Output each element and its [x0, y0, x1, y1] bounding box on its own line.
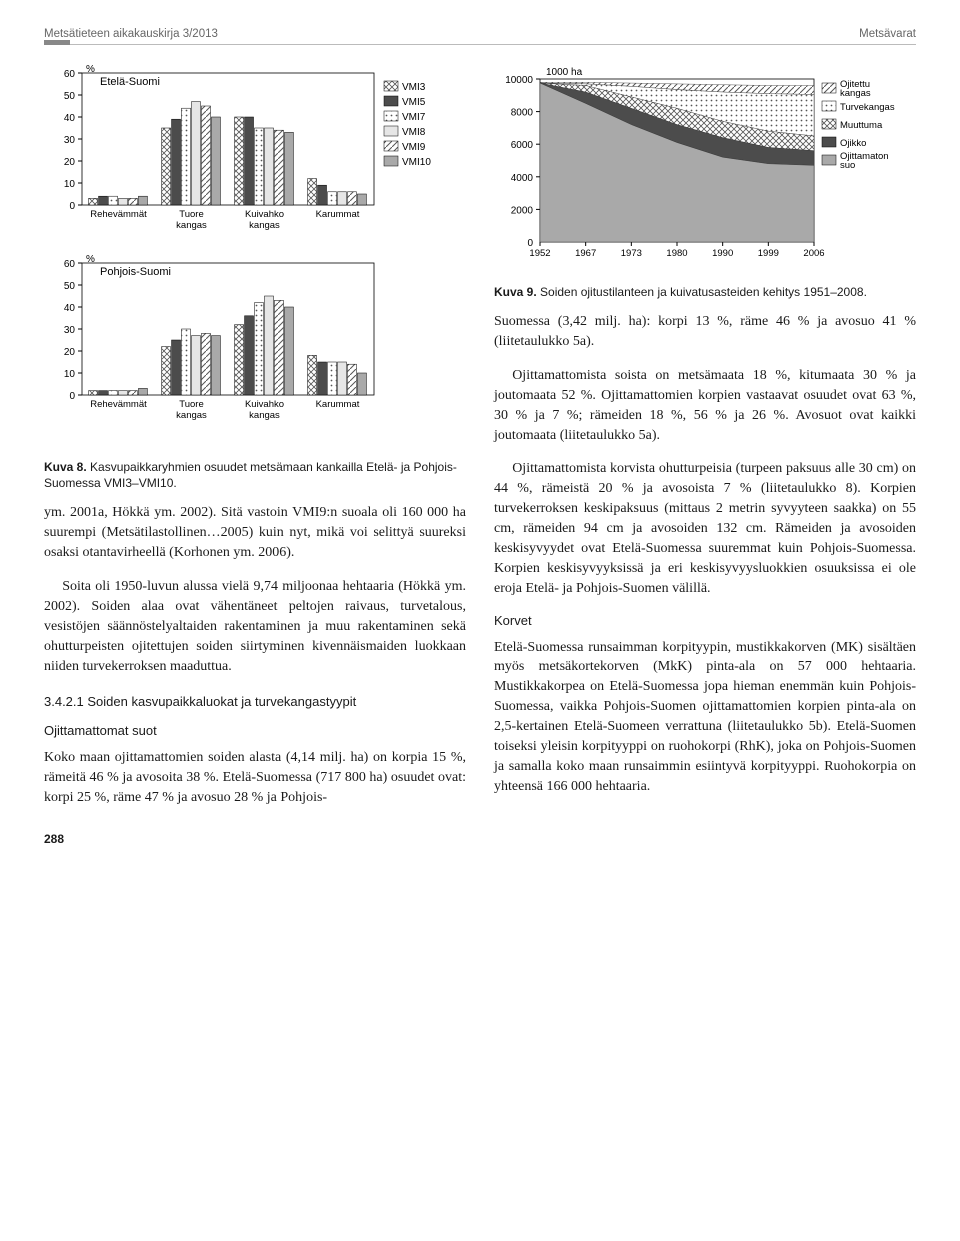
svg-text:10: 10 [64, 369, 76, 380]
svg-text:1999: 1999 [758, 248, 779, 259]
left-para-1: ym. 2001a, Hökkä ym. 2002). Sitä vastoin… [44, 503, 466, 563]
kuva8-figure: 0 10 20 30 40 50 60% Etelä-Suomi Rehevämmät Tuore… [44, 63, 466, 443]
svg-text:Ojikko: Ojikko [840, 138, 866, 149]
svg-text:10000: 10000 [505, 75, 533, 86]
svg-text:2000: 2000 [511, 205, 534, 216]
svg-text:Turvekangas: Turvekangas [840, 102, 895, 113]
svg-text:VMI5: VMI5 [402, 97, 426, 108]
svg-text:Kuivahko: Kuivahko [245, 209, 284, 220]
svg-text:60: 60 [64, 69, 76, 80]
svg-text:VMI8: VMI8 [402, 127, 426, 138]
svg-text:1980: 1980 [666, 248, 687, 259]
svg-text:kangas: kangas [176, 220, 207, 231]
svg-text:30: 30 [64, 135, 76, 146]
svg-text:20: 20 [64, 157, 76, 168]
svg-text:Rehevämmät: Rehevämmät [90, 399, 147, 410]
running-head-left: Metsätieteen aikakauskirja 3/2013 [44, 28, 218, 40]
svg-text:Pohjois-Suomi: Pohjois-Suomi [100, 266, 171, 278]
right-para-2: Ojittamattomista soista on metsämaata 18… [494, 366, 916, 446]
running-head-right: Metsävarat [859, 28, 916, 40]
svg-text:VMI7: VMI7 [402, 112, 426, 123]
right-para-4: Etelä-Suomessa runsaimman korpityypin, m… [494, 638, 916, 797]
svg-text:1952: 1952 [529, 248, 550, 259]
svg-text:0: 0 [527, 238, 533, 249]
right-para-1: Suomessa (3,42 milj. ha): korpi 13 %, rä… [494, 312, 916, 352]
svg-text:40: 40 [64, 303, 76, 314]
running-head: Metsätieteen aikakauskirja 3/2013 Metsäv… [44, 28, 916, 45]
kuva8-caption: Kuva 8. Kasvupaikkaryhmien osuudet metsä… [44, 459, 466, 491]
kuva9-caption: Kuva 9. Soiden ojitustilanteen ja kuivat… [494, 284, 916, 300]
svg-text:VMI3: VMI3 [402, 82, 426, 93]
svg-text:Karummat: Karummat [316, 209, 360, 220]
svg-text:%: % [86, 64, 95, 75]
svg-text:suo: suo [840, 160, 855, 171]
svg-text:Tuore: Tuore [179, 209, 203, 220]
kuva9-chart: 2000 4000 6000 8000 10000 1000 ha 1952 1967 1973… [494, 63, 914, 268]
kuva8-caption-num: Kuva 8. [44, 460, 87, 474]
svg-text:VMI9: VMI9 [402, 142, 426, 153]
svg-text:6000: 6000 [511, 140, 534, 151]
svg-text:60: 60 [64, 259, 76, 270]
svg-text:Karummat: Karummat [316, 399, 360, 410]
subsection-heading-left: Ojittamattomat suot [44, 723, 466, 738]
svg-text:50: 50 [64, 91, 76, 102]
kuva9-caption-text: Soiden ojitustilanteen ja kuivatusasteid… [537, 285, 867, 299]
svg-text:1000 ha: 1000 ha [546, 67, 583, 78]
svg-text:kangas: kangas [249, 410, 280, 421]
svg-text:8000: 8000 [511, 108, 534, 119]
page-number: 288 [44, 832, 466, 846]
svg-text:Etelä-Suomi: Etelä-Suomi [100, 76, 160, 88]
left-para-2: Soita oli 1950-luvun alussa vielä 9,74 m… [44, 577, 466, 676]
kuva9-caption-num: Kuva 9. [494, 285, 537, 299]
section-heading: 3.4.2.1 Soiden kasvupaikkaluokat ja turv… [44, 694, 466, 709]
svg-text:0: 0 [69, 201, 75, 212]
svg-text:1990: 1990 [712, 248, 733, 259]
svg-text:0: 0 [69, 391, 75, 402]
svg-text:2006: 2006 [803, 248, 824, 259]
svg-text:Rehevämmät: Rehevämmät [90, 209, 147, 220]
svg-text:kangas: kangas [176, 410, 207, 421]
svg-text:40: 40 [64, 113, 76, 124]
svg-text:kangas: kangas [249, 220, 280, 231]
svg-text:kangas: kangas [840, 88, 871, 99]
svg-text:Tuore: Tuore [179, 399, 203, 410]
svg-text:%: % [86, 254, 95, 265]
subsection-heading-right: Korvet [494, 613, 916, 628]
kuva8-caption-text: Kasvupaikkaryhmien osuudet metsämaan kan… [44, 460, 457, 490]
right-para-3: Ojittamattomista korvista ohutturpeisia … [494, 459, 916, 598]
svg-text:30: 30 [64, 325, 76, 336]
svg-text:Muuttuma: Muuttuma [840, 120, 883, 131]
svg-text:VMI10: VMI10 [402, 157, 431, 168]
svg-text:1973: 1973 [621, 248, 642, 259]
kuva8-chart: 0 10 20 30 40 50 60% Etelä-Suomi Rehevämmät Tuore… [44, 63, 464, 443]
left-para-3: Koko maan ojittamattomien soiden alasta … [44, 748, 466, 808]
svg-text:Kuivahko: Kuivahko [245, 399, 284, 410]
svg-text:20: 20 [64, 347, 76, 358]
svg-text:1967: 1967 [575, 248, 596, 259]
svg-text:50: 50 [64, 281, 76, 292]
svg-text:4000: 4000 [511, 173, 534, 184]
svg-text:10: 10 [64, 179, 76, 190]
kuva9-figure: 2000 4000 6000 8000 10000 1000 ha 1952 1967 1973… [494, 63, 916, 268]
